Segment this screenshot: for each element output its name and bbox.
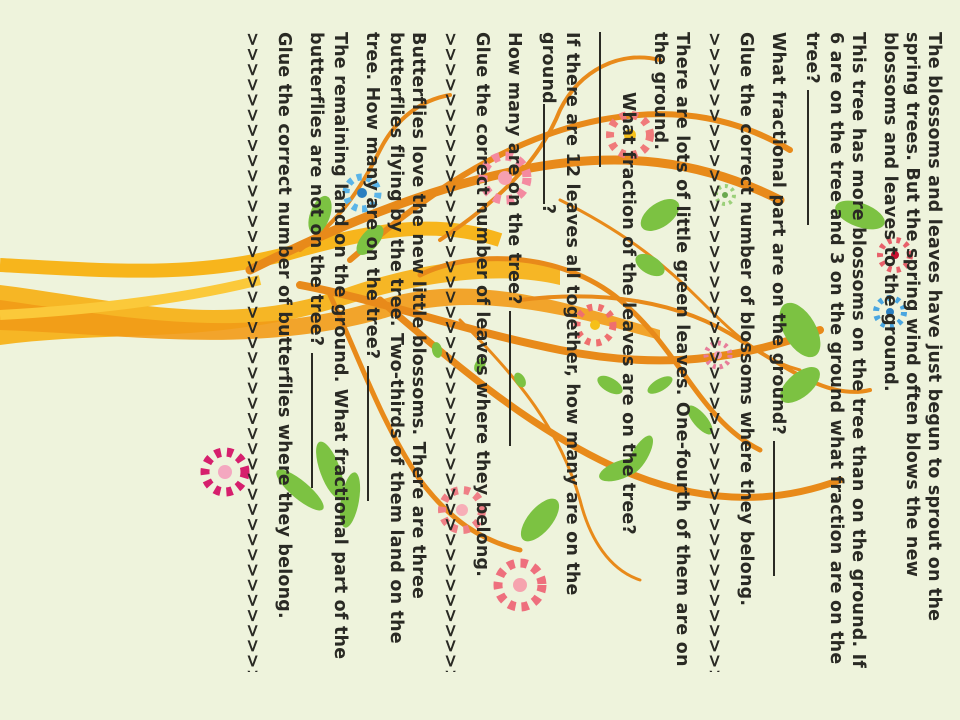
leaves-question-tree-text: What fraction of the leaves are on the t…: [618, 92, 638, 535]
arrow-divider-1: >>>>>>>>>>>>>>>>>>>>>>>>>>>>>>>>>>>>>>>>…: [704, 32, 724, 672]
leaves-question-ground: If there are 12 leaves all together, how…: [537, 32, 583, 672]
blossoms-question-ground: What fractional part are on the ground?: [767, 32, 791, 672]
arrow-divider-2: >>>>>>>>>>>>>>>>>>>>>>>>>>>>>>>>>>>>>>>>…: [440, 32, 460, 672]
leaves-intro: There are lots of little green leaves. O…: [650, 32, 692, 667]
blossoms: [200, 111, 913, 612]
glue-leaves-instruction: Glue the correct number of leaves where …: [472, 32, 492, 578]
blossoms-question-ground-text: What fractional part are on the ground?: [768, 32, 788, 435]
butterflies-paragraph: Butterflies love the new little blossoms…: [361, 32, 429, 672]
leaves-question-count: How many are on the tree?: [503, 32, 527, 672]
answer-blank-leaves-count[interactable]: [509, 310, 527, 446]
answer-blank-leaves-tree[interactable]: [599, 32, 617, 167]
answer-blank-blossoms-tree[interactable]: [807, 90, 825, 226]
answer-blank-butterflies-tree[interactable]: [367, 365, 385, 501]
leaves-question-tree: What fraction of the leaves are on the t…: [593, 32, 639, 672]
glue-blossoms-instruction: Glue the correct number of blossoms wher…: [736, 32, 756, 607]
answer-blank-butterflies-ground[interactable]: [311, 352, 329, 488]
tree-branches: [245, 55, 872, 582]
answer-blank-blossoms-ground[interactable]: [773, 441, 791, 577]
leaves-question-ground-end: ?: [538, 203, 558, 215]
blossoms-question-tree: This tree has more blossoms on the tree …: [801, 32, 869, 672]
intro-paragraph: The blossoms and leaves have just begun …: [880, 32, 944, 622]
arrow-divider-3: >>>>>>>>>>>>>>>>>>>>>>>>>>>>>>>>>>>>>>>>…: [242, 32, 262, 672]
butterflies-question-ground: The remaining land on the ground. What f…: [305, 32, 351, 672]
glue-butterflies-instruction: Glue the correct number of butterflies w…: [274, 32, 294, 619]
green-leaves: [276, 195, 885, 542]
leaves-question-count-text: How many are on the tree?: [504, 32, 524, 305]
butterflies-question-ground-text: The remaining land on the ground. What f…: [306, 32, 350, 660]
butterflies-question-text: Butterflies love the new little blossoms…: [362, 32, 428, 644]
answer-blank-leaves-ground[interactable]: [543, 103, 561, 204]
